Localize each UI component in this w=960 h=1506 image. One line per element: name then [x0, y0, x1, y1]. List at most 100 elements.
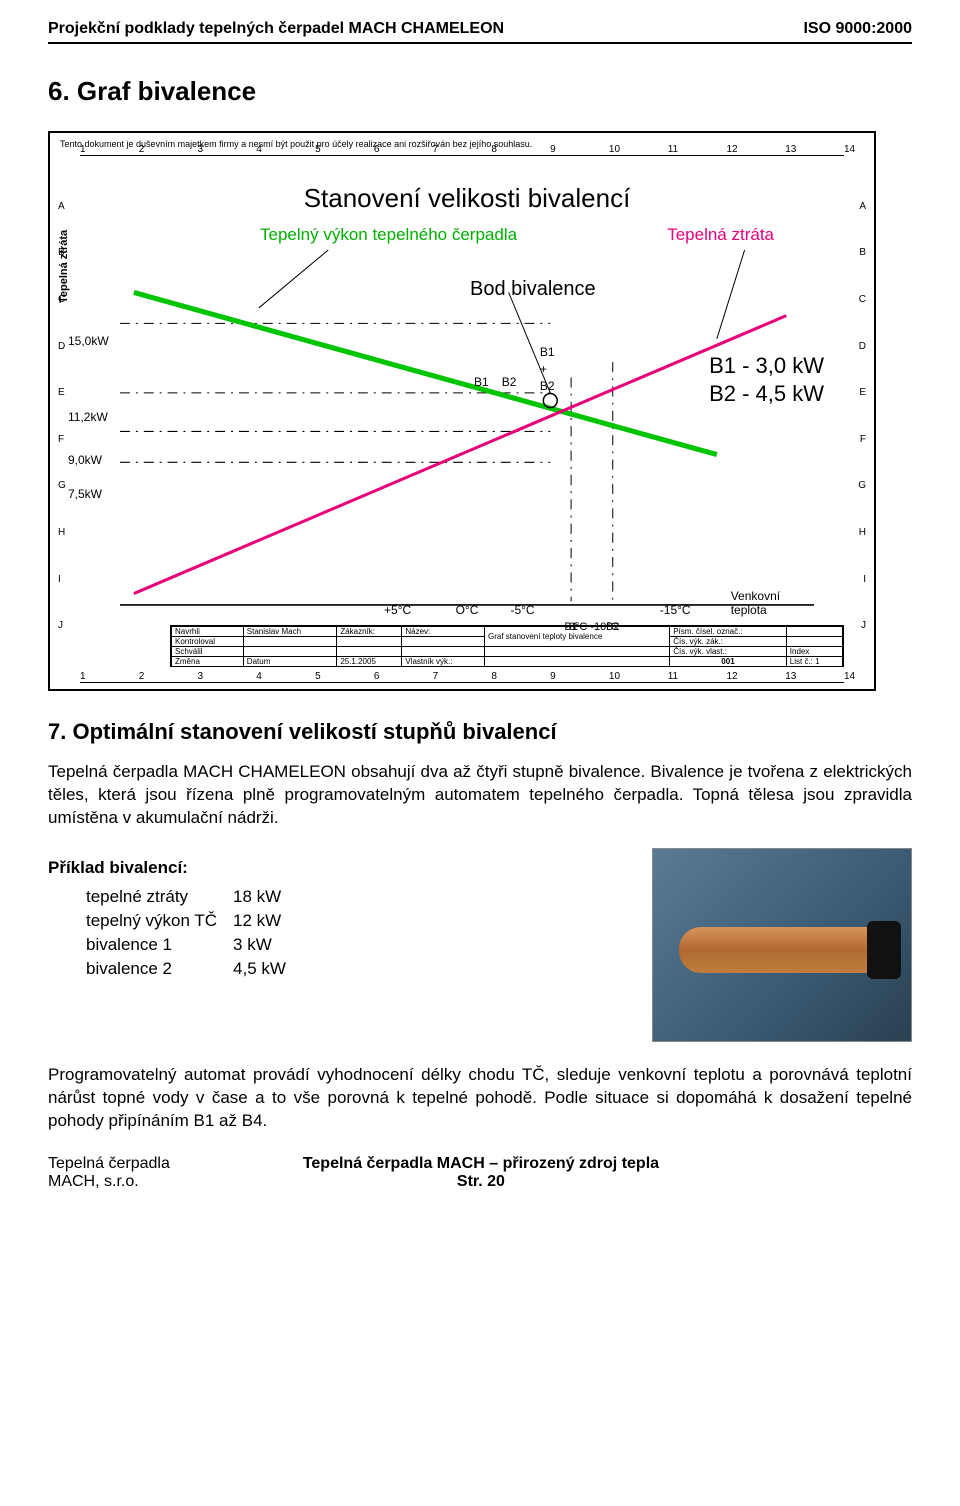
side-letter: F — [58, 434, 72, 445]
header-right: ISO 9000:2000 — [803, 20, 912, 38]
b1-power-label: B1 - 3,0 kW — [709, 353, 824, 379]
footer-page: Str. 20 — [303, 1173, 659, 1191]
side-letter: H — [852, 527, 866, 538]
sm-b2: B2 — [540, 379, 555, 393]
side-letter: J — [852, 620, 866, 631]
ruler-num: 9 — [550, 671, 556, 682]
ruler-num: 13 — [785, 144, 796, 155]
xtick-label: O°C — [456, 603, 479, 617]
xtick-label: -5°C — [510, 603, 534, 617]
table-row: tepelné ztráty18 kW — [86, 886, 300, 908]
ruler-num: 2 — [139, 144, 145, 155]
tb-e6 — [243, 647, 337, 657]
tb-e8 — [402, 647, 485, 657]
ruler-num: 11 — [668, 671, 678, 682]
chart-title: Stanovení velikosti bivalencí — [120, 183, 814, 214]
section7-title: 7. Optimální stanovení velikostí stupňů … — [48, 719, 912, 745]
header-left: Projekční podklady tepelných čerpadel MA… — [48, 20, 504, 38]
ruler-num: 10 — [609, 671, 620, 682]
sm-b1: B1 — [540, 345, 555, 359]
tb-empty1 — [786, 627, 842, 637]
side-letter: I — [852, 574, 866, 585]
ruler-num: 12 — [726, 671, 737, 682]
sm-plus: + — [540, 362, 547, 376]
ruler-num: 8 — [491, 671, 497, 682]
chart-disclaimer: Tento dokument je duševním majetkem firm… — [60, 139, 532, 149]
side-letter: G — [852, 480, 866, 491]
ruler-num: 5 — [315, 671, 321, 682]
example-value: 18 kW — [233, 886, 300, 908]
side-letter: F — [852, 434, 866, 445]
tb-num: 001 — [670, 657, 787, 667]
ytick-label: 11,2kW — [68, 410, 108, 424]
ruler-num: 11 — [668, 144, 678, 155]
tb-e5 — [786, 637, 842, 647]
tb-zmena: Změna — [172, 657, 244, 667]
example-value: 4,5 kW — [233, 958, 300, 980]
ytick-label: 9,0kW — [68, 453, 102, 467]
side-letter: J — [58, 620, 72, 631]
tb-datum-lbl: Datum — [243, 657, 337, 667]
tb-e4 — [402, 637, 485, 647]
example-table: tepelné ztráty18 kWtepelný výkon TČ12 kW… — [84, 884, 302, 982]
ruler-num: 14 — [844, 671, 855, 682]
table-row: bivalence 13 kW — [86, 934, 300, 956]
chart-plot-area: Stanovení velikosti bivalencí Tepelná zt… — [120, 183, 814, 609]
chart-svg — [120, 223, 814, 609]
ruler-num: 3 — [198, 671, 204, 682]
example-key: bivalence 2 — [86, 958, 231, 980]
ruler-num: 4 — [256, 144, 262, 155]
tb-vlastnik: Vlastník výk.: — [402, 657, 485, 667]
tb-e9b — [484, 657, 669, 667]
section7-para2: Programovatelný automat provádí vyhodnoc… — [48, 1064, 912, 1133]
tb-pism: Písm. čísel. označ.: — [670, 627, 787, 637]
tb-date: 25.1.2005 — [337, 657, 402, 667]
side-letter: E — [852, 387, 866, 398]
ruler-bottom: 1234567891011121314 — [80, 667, 844, 683]
ytick-label: 7,5kW — [68, 487, 102, 501]
tb-e8b — [484, 647, 669, 657]
ruler-num: 6 — [374, 144, 380, 155]
ruler-num: 1 — [80, 144, 86, 155]
tb-navrhl: Navrhli — [172, 627, 244, 637]
tb-e7 — [337, 647, 402, 657]
tb-e2 — [243, 637, 337, 647]
heater-rod-icon — [679, 927, 893, 973]
tb-author: Stanislav Mach — [243, 627, 337, 637]
xtick-label: -15°C — [660, 603, 691, 617]
side-letters-right: ABCDEFGHIJ — [852, 183, 866, 649]
example-key: tepelný výkon TČ — [86, 910, 231, 932]
section6-title: 6. Graf bivalence — [48, 76, 912, 107]
example-value: 3 kW — [233, 934, 300, 956]
ruler-num: 9 — [550, 144, 556, 155]
heating-element-photo — [652, 848, 912, 1042]
side-letter: H — [58, 527, 72, 538]
footer-left1: Tepelná čerpadla — [48, 1155, 170, 1173]
ruler-top: 1234567891011121314 — [80, 155, 844, 171]
tb-nazev: Graf stanovení teploty bivalence — [484, 627, 669, 647]
ruler-num: 1 — [80, 671, 86, 682]
ruler-num: 10 — [609, 144, 620, 155]
side-letter: D — [852, 341, 866, 352]
page-footer: Tepelná čerpadla MACH, s.r.o. Tepelná če… — [48, 1155, 912, 1191]
y-axis-label: Tepelná ztráta — [58, 230, 70, 303]
tb-cis: Čís. výk. zák.: — [670, 637, 787, 647]
sm-left-b1: B1 — [474, 375, 489, 389]
ruler-num: 4 — [256, 671, 262, 682]
ruler-num: 6 — [374, 671, 380, 682]
tb-nazev-lbl: Název: — [402, 627, 485, 637]
heater-cap-icon — [867, 921, 901, 979]
table-row: tepelný výkon TČ12 kW — [86, 910, 300, 932]
tb-list: List č.: 1 — [786, 657, 842, 667]
xtick-label: +5°C — [384, 603, 411, 617]
side-letter: C — [852, 294, 866, 305]
side-letter: A — [852, 201, 866, 212]
tb-e3 — [337, 637, 402, 647]
ruler-num: 3 — [198, 144, 204, 155]
ruler-num: 14 — [844, 144, 855, 155]
footer-left2: MACH, s.r.o. — [48, 1173, 170, 1191]
footer-mid: Tepelná čerpadla MACH – přirozený zdroj … — [303, 1155, 659, 1173]
ruler-num: 7 — [433, 144, 439, 155]
ruler-num: 7 — [433, 671, 439, 682]
ruler-num: 8 — [491, 144, 497, 155]
